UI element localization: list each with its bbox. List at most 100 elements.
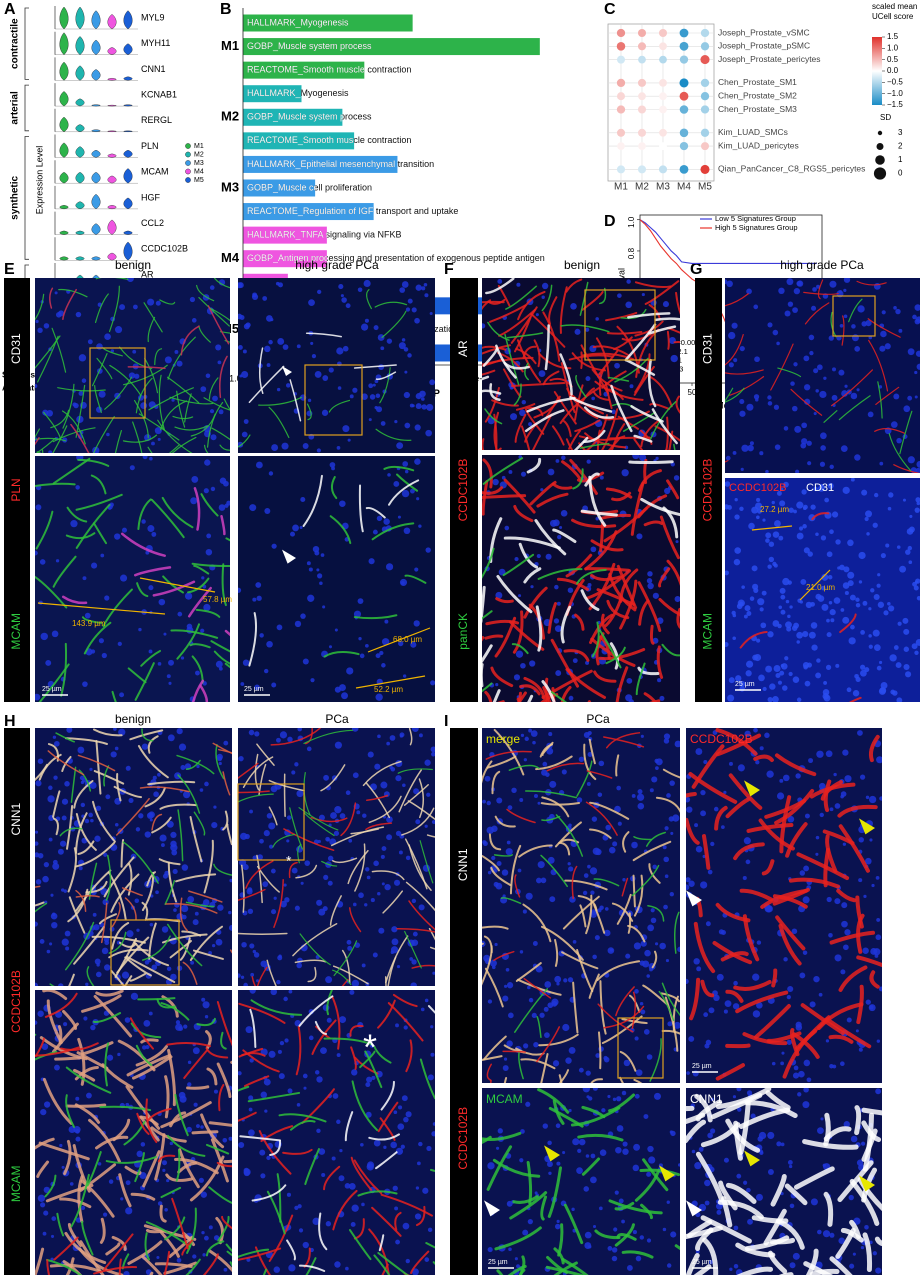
nucleus bbox=[37, 1194, 46, 1202]
fiber bbox=[835, 1227, 856, 1259]
nucleus bbox=[411, 959, 417, 965]
inset-box bbox=[237, 783, 305, 861]
nucleus bbox=[776, 792, 785, 800]
nucleus bbox=[863, 894, 867, 898]
fiber bbox=[349, 907, 362, 933]
dot bbox=[658, 165, 668, 174]
gene-label: MYH11 bbox=[141, 38, 170, 48]
fiber bbox=[206, 401, 224, 448]
fiber bbox=[164, 1216, 186, 1241]
nucleus bbox=[686, 884, 690, 891]
fiber bbox=[675, 291, 680, 315]
nucleus bbox=[851, 324, 856, 329]
nucleus bbox=[380, 421, 386, 426]
fiber bbox=[103, 1233, 134, 1271]
fiber bbox=[540, 854, 569, 888]
fiber bbox=[305, 1257, 317, 1275]
nucleus bbox=[204, 1015, 209, 1019]
nucleus bbox=[201, 1230, 205, 1235]
fiber bbox=[751, 1215, 789, 1224]
nucleus bbox=[865, 795, 870, 800]
nucleus bbox=[525, 892, 533, 900]
nucleus bbox=[281, 442, 289, 450]
fiber bbox=[86, 966, 95, 986]
fiber bbox=[638, 599, 650, 626]
nucleus bbox=[35, 921, 38, 927]
violin bbox=[75, 6, 85, 30]
fiber bbox=[220, 515, 226, 536]
nucleus bbox=[869, 1005, 874, 1010]
nucleus bbox=[166, 1178, 170, 1183]
fiber bbox=[186, 1207, 197, 1254]
fiber bbox=[159, 1231, 180, 1258]
fiber bbox=[117, 1039, 156, 1072]
nucleus bbox=[757, 508, 762, 514]
nucleus bbox=[888, 492, 894, 498]
nucleus bbox=[210, 486, 216, 492]
fiber bbox=[148, 922, 157, 960]
fiber bbox=[219, 355, 228, 399]
legend-label: M2 bbox=[194, 151, 204, 158]
nucleus bbox=[767, 1131, 775, 1139]
nucleus bbox=[395, 1147, 404, 1155]
nucleus bbox=[78, 354, 87, 362]
fiber bbox=[576, 760, 593, 797]
nucleus bbox=[109, 502, 114, 508]
fiber bbox=[728, 773, 763, 810]
fiber bbox=[497, 700, 505, 702]
nucleus bbox=[241, 431, 248, 438]
nucleus bbox=[605, 824, 612, 831]
fiber bbox=[272, 833, 296, 848]
nucleus bbox=[786, 278, 794, 286]
fiber bbox=[374, 301, 408, 308]
panel-label: C bbox=[604, 1, 616, 18]
fiber bbox=[158, 858, 181, 866]
nucleus bbox=[400, 1144, 405, 1149]
nucleus bbox=[37, 758, 44, 764]
bar bbox=[243, 132, 355, 150]
nucleus bbox=[746, 660, 754, 668]
inset-box bbox=[304, 364, 363, 436]
nucleus bbox=[40, 1202, 46, 1208]
fiber bbox=[654, 317, 680, 322]
nucleus bbox=[218, 761, 222, 766]
fiber bbox=[146, 1107, 172, 1123]
nucleus bbox=[124, 1017, 131, 1023]
nucleus bbox=[171, 398, 175, 402]
nucleus bbox=[411, 404, 415, 408]
fiber bbox=[250, 999, 303, 1016]
fiber bbox=[542, 686, 552, 702]
nucleus bbox=[767, 1169, 774, 1175]
measure-line bbox=[139, 577, 216, 593]
nucleus bbox=[389, 735, 396, 741]
fiber bbox=[484, 634, 504, 640]
fiber bbox=[688, 771, 738, 804]
nucleus bbox=[896, 697, 903, 702]
nucleus bbox=[755, 760, 760, 765]
stain-label: CCDC102B bbox=[456, 459, 470, 522]
nucleus bbox=[200, 628, 205, 633]
nucleus bbox=[912, 314, 917, 320]
micrograph-background bbox=[482, 1088, 680, 1275]
nucleus bbox=[695, 748, 703, 755]
nucleus bbox=[654, 942, 659, 946]
nucleus bbox=[117, 641, 122, 646]
nucleus bbox=[170, 844, 178, 852]
fiber bbox=[588, 973, 600, 999]
violin bbox=[123, 43, 133, 55]
micrograph bbox=[238, 456, 435, 702]
nucleus bbox=[816, 750, 824, 758]
fiber bbox=[162, 575, 185, 594]
nucleus bbox=[288, 990, 293, 994]
nucleus bbox=[773, 404, 780, 410]
nucleus bbox=[792, 1072, 800, 1079]
nucleus bbox=[670, 1231, 677, 1238]
fiber bbox=[658, 990, 675, 1022]
nucleus bbox=[175, 1023, 183, 1031]
micrograph bbox=[482, 1088, 680, 1275]
fiber bbox=[593, 670, 617, 683]
nucleus bbox=[411, 307, 417, 313]
nucleus bbox=[104, 964, 111, 971]
fiber bbox=[134, 399, 149, 439]
nucleus bbox=[772, 695, 779, 702]
